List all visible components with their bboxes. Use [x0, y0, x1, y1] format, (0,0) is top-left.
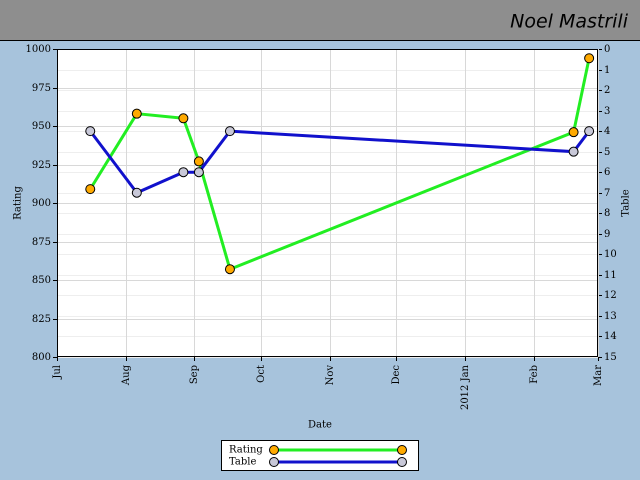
y-tick-label: 825	[32, 314, 51, 325]
legend-label: Table	[229, 457, 256, 468]
y2-tick-label: 10	[604, 249, 617, 260]
y2-tick-label: 4	[604, 126, 610, 137]
series-marker	[85, 126, 96, 137]
y2-tick-label: 3	[604, 106, 610, 117]
x-tick-label: Mar	[593, 365, 604, 386]
x-axis-label: Date	[308, 420, 332, 431]
y2-tick-label: 15	[604, 352, 617, 363]
y2-tick-label: 2	[604, 85, 610, 96]
y2-tick-label: 11	[604, 270, 617, 281]
series-marker	[131, 187, 142, 198]
x-tick-label: Nov	[325, 365, 336, 386]
legend-label: Rating	[229, 445, 263, 456]
legend	[221, 440, 419, 471]
series-marker	[568, 127, 579, 138]
series-marker	[224, 264, 235, 275]
plot-border	[57, 49, 598, 357]
y2-tick-label: 8	[604, 208, 610, 219]
series-marker	[85, 184, 96, 195]
legend-marker	[269, 445, 279, 455]
y2-tick-label: 5	[604, 147, 610, 158]
series-marker	[193, 167, 204, 178]
x-tick-label: Sep	[189, 365, 200, 384]
legend-marker	[397, 457, 407, 467]
series-marker	[131, 108, 142, 119]
legend-marker	[397, 445, 407, 455]
series-marker	[224, 126, 235, 137]
y2-tick-label: 9	[604, 229, 610, 240]
y-tick-label: 800	[32, 352, 51, 363]
x-tick-label: Jul	[52, 365, 63, 380]
y-tick-label: 950	[32, 121, 51, 132]
y2-tick-label: 14	[604, 331, 617, 342]
legend-marker	[269, 457, 279, 467]
y-tick-label: 850	[32, 275, 51, 286]
series-marker	[584, 53, 595, 64]
y-tick-label: 875	[32, 237, 51, 248]
y-tick-label: 975	[32, 83, 51, 94]
user-name: Noel Mastrili	[510, 11, 629, 33]
y2-tick-label: 1	[604, 65, 610, 76]
series-marker	[584, 126, 595, 137]
y2-tick-label: 7	[604, 188, 610, 199]
series-marker	[193, 156, 204, 167]
y2-tick-label: 12	[604, 290, 617, 301]
y2-tick-label: 0	[604, 44, 610, 55]
y-tick-label: 1000	[26, 44, 51, 55]
y2-axis-label: Table	[621, 189, 632, 216]
series-marker	[568, 146, 579, 157]
y-tick-label: 900	[32, 198, 51, 209]
y2-tick-label: 6	[604, 167, 610, 178]
x-tick-label: Feb	[529, 365, 540, 384]
x-tick-label: Aug	[121, 364, 132, 386]
x-tick-label: Dec	[391, 365, 402, 385]
header-bar	[0, 0, 640, 40]
x-tick-label: 2012 Jan	[460, 364, 471, 410]
x-tick-label: Oct	[256, 365, 267, 383]
y2-tick-label: 13	[604, 311, 617, 322]
series-marker	[178, 167, 189, 178]
y-axis-label: Rating	[13, 186, 24, 220]
series-marker	[178, 113, 189, 124]
y-tick-label: 925	[32, 160, 51, 171]
